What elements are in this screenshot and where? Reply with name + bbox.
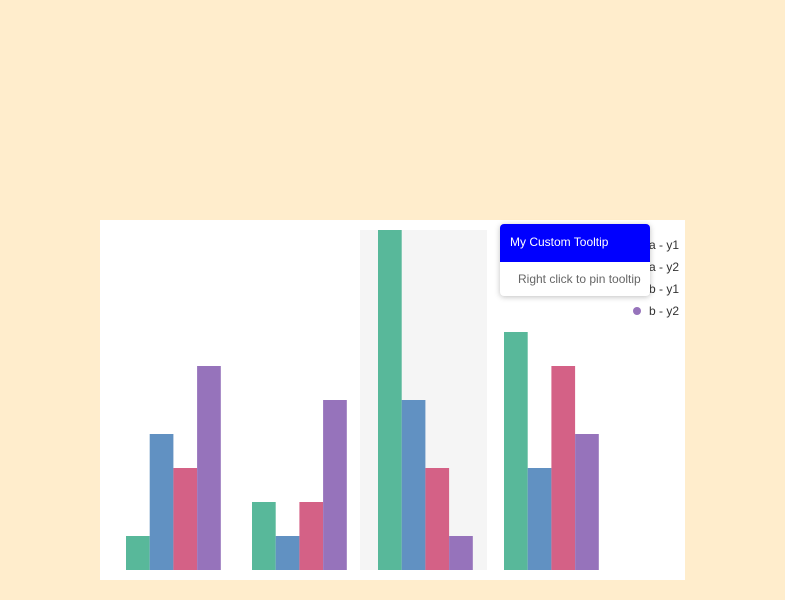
bar-a-y2-0[interactable] — [149, 434, 174, 570]
bar-a-y1-0[interactable] — [126, 536, 150, 570]
bar-a-y2-2[interactable] — [401, 400, 426, 570]
bar-chart — [126, 230, 599, 570]
bar-b-y2-0[interactable] — [197, 366, 221, 570]
bar-a-y2-1[interactable] — [275, 536, 300, 570]
bar-a-y2-3[interactable] — [527, 468, 552, 570]
tooltip-hint: Right click to pin tooltip — [518, 272, 641, 286]
bar-a-y1-2[interactable] — [378, 230, 402, 570]
legend-item-b-y2[interactable]: b - y2 — [632, 300, 679, 322]
legend-marker — [632, 307, 641, 315]
bar-b-y2-3[interactable] — [575, 434, 599, 570]
legend: a - y1 a - y2 b - y1 b - y2 — [632, 234, 679, 322]
legend-label: b - y1 — [648, 282, 679, 296]
tooltip-title: My Custom Tooltip — [500, 224, 650, 262]
bar-b-y2-2[interactable] — [449, 536, 473, 570]
bar-a-y1-3[interactable] — [504, 332, 528, 570]
legend-label: b - y2 — [648, 304, 679, 318]
bar-b-y2-1[interactable] — [323, 400, 347, 570]
legend-label: a - y1 — [648, 238, 679, 252]
custom-tooltip[interactable]: My Custom Tooltip Right click to pin too… — [500, 224, 650, 296]
legend-label: a - y2 — [648, 260, 679, 274]
bar-b-y1-3[interactable] — [551, 366, 576, 570]
bar-b-y1-1[interactable] — [299, 502, 324, 570]
bar-b-y1-2[interactable] — [425, 468, 450, 570]
bar-a-y1-1[interactable] — [252, 502, 276, 570]
chart-panel: a - y1 a - y2 b - y1 b - y2 My Custom To… — [100, 220, 685, 580]
bar-b-y1-0[interactable] — [173, 468, 198, 570]
